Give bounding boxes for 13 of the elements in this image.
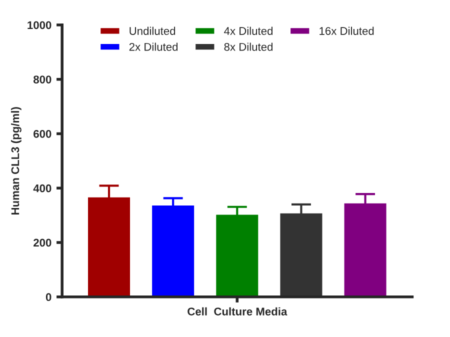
y-axis-title: Human CLL3 (pg/ml) [11, 107, 22, 214]
y-tick-label: 200 [34, 238, 52, 247]
y-tick-label: 0 [46, 293, 52, 302]
legend-label: 4x Diluted [224, 26, 272, 35]
y-tick-label: 400 [33, 184, 52, 192]
y-tick-label: 800 [34, 76, 52, 84]
x-tick-label: Cell Culture Media [188, 307, 288, 316]
legend-label: 8x Diluted [224, 42, 272, 51]
legend-label: 16x Diluted [320, 26, 374, 35]
y-tick-label: 600 [34, 130, 52, 138]
y-tick-label: 1000 [28, 21, 52, 30]
legend-label: Undiluted [130, 26, 176, 35]
legend-label: 2x Diluted [129, 42, 178, 51]
